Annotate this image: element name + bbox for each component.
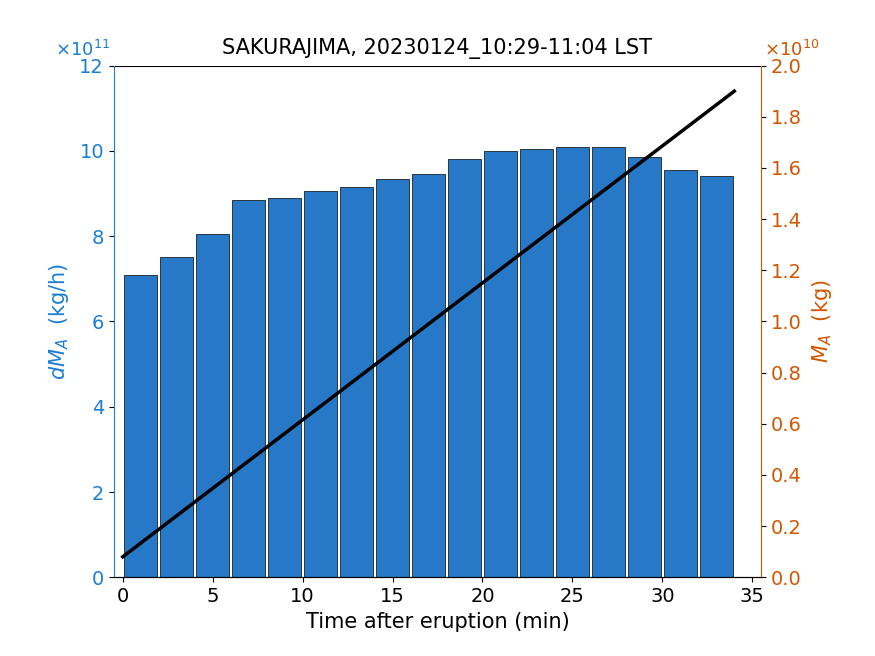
Bar [592,147,625,577]
Bar [448,159,481,577]
Title: SAKURAJIMA, 20230124_10:29-11:04 LST: SAKURAJIMA, 20230124_10:29-11:04 LST [222,39,653,60]
Bar [304,192,337,577]
Bar [700,176,732,577]
Bar [269,198,301,577]
Bar [340,187,373,577]
Y-axis label: $dM_A$  (kg/h): $dM_A$ (kg/h) [47,263,71,380]
X-axis label: Time after eruption (min): Time after eruption (min) [305,611,570,632]
Bar [232,200,265,577]
Bar [664,170,696,577]
Bar [196,234,229,577]
Bar [124,275,158,577]
Bar [628,157,661,577]
Bar [412,174,444,577]
Text: $\times 10^{10}$: $\times 10^{10}$ [764,41,820,60]
Text: $\times 10^{11}$: $\times 10^{11}$ [55,41,110,60]
Bar [556,147,589,577]
Bar [376,178,409,577]
Bar [160,257,193,577]
Bar [520,149,553,577]
Y-axis label: $M_A$  (kg): $M_A$ (kg) [810,279,834,363]
Bar [484,151,517,577]
